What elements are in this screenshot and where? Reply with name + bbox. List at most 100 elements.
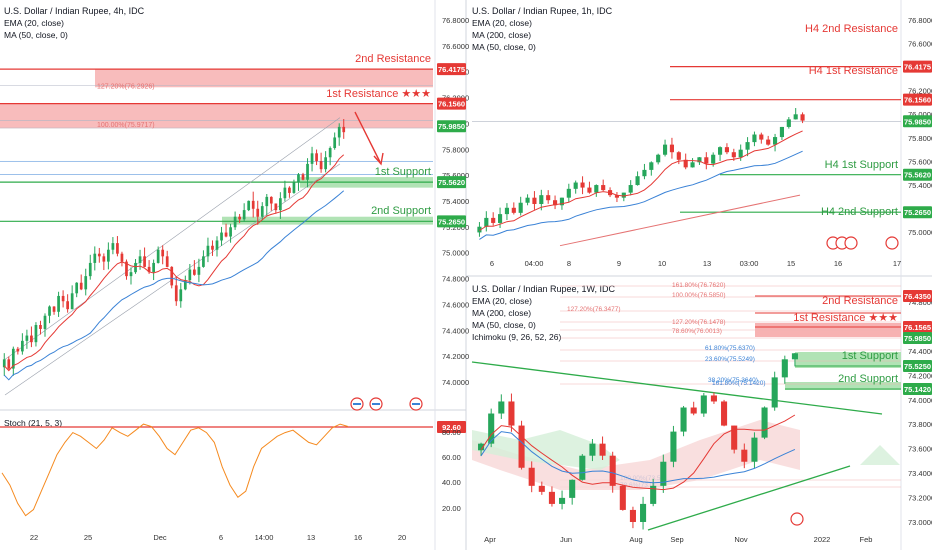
y-tick-label: 73.4000: [908, 469, 932, 478]
candle-body: [640, 503, 647, 522]
ema-line: [479, 130, 803, 231]
ma200-line: [559, 194, 801, 247]
flag-icon: [790, 512, 804, 526]
price-tag: [903, 290, 932, 302]
candle-body: [310, 153, 314, 164]
y-tick-label: 76.8000: [908, 16, 932, 25]
y-tick-label: 74.0000: [442, 378, 469, 387]
candle-body: [242, 210, 246, 220]
candle-body: [116, 243, 119, 254]
candle-body: [138, 256, 142, 263]
trend-line: [647, 465, 851, 531]
candle-body: [229, 227, 232, 237]
legend-item: U.S. Dollar / Indian Rupee, 1h, IDC: [472, 6, 613, 16]
candle-body: [718, 147, 723, 155]
candle-body: [771, 377, 778, 408]
x-tick-label: Nov: [734, 535, 748, 544]
candle-body: [761, 407, 768, 438]
candle-body: [741, 449, 748, 462]
candle-body: [333, 137, 337, 149]
candle-body: [21, 340, 24, 352]
y-tick-label: 74.8000: [908, 298, 932, 307]
y-tick-label: 74.6000: [442, 300, 469, 309]
candle-body: [43, 315, 47, 329]
fib-label: 100.00%(75.9717): [97, 122, 155, 129]
price-tag-label: 75.9850: [904, 117, 931, 126]
candle-body: [233, 216, 237, 228]
candle-body: [690, 162, 695, 168]
w1-chart[interactable]: U.S. Dollar / Indian Rupee, 1W, IDC EMA (…: [471, 282, 932, 544]
candle-body: [711, 154, 716, 164]
legend-item: MA (50, close, 0): [4, 30, 68, 40]
candle-body: [710, 395, 717, 402]
x-tick-label: 03:00: [740, 259, 759, 268]
candle-body: [107, 249, 110, 262]
price-tag: [437, 63, 466, 76]
legend-item: Stoch (21, 5, 3): [4, 418, 62, 428]
legend-item: U.S. Dollar / Indian Rupee, 1W, IDC: [472, 284, 616, 294]
candle-body: [621, 192, 626, 198]
forecast-arrow: [354, 111, 381, 163]
candle-body: [587, 187, 592, 193]
candle-body: [197, 266, 201, 275]
candle-body: [202, 256, 205, 267]
x-tick-label: 25: [84, 533, 92, 542]
y-tick-label: 75.6000: [442, 171, 469, 180]
ma-line: [3, 190, 345, 381]
candle-body: [532, 197, 537, 204]
candle-body: [538, 485, 545, 492]
candle-body: [102, 256, 106, 262]
candle-body: [680, 407, 687, 432]
candle-body: [147, 266, 151, 273]
ichimoku-cloud: [472, 420, 800, 490]
price-tag: [903, 168, 932, 181]
candle-body: [690, 407, 697, 414]
candle-body: [759, 134, 764, 140]
candle-body: [156, 249, 160, 263]
y-tick-label: 74.4000: [908, 347, 932, 356]
candle-body: [297, 174, 300, 183]
level-label: H4 1st Support: [825, 159, 898, 171]
candle-body: [143, 256, 146, 267]
price-tag: [903, 383, 932, 395]
candle-body: [546, 195, 551, 201]
candle-body: [30, 335, 33, 343]
forecast-arrow-head: [373, 152, 384, 166]
candle-body: [342, 126, 346, 133]
candle-body: [766, 139, 771, 145]
candle-body: [511, 207, 516, 213]
candle-body: [731, 152, 736, 158]
candle-body: [75, 282, 79, 294]
candle-body: [52, 306, 56, 312]
candle-body: [745, 142, 750, 150]
candle-body: [566, 188, 571, 198]
x-tick-label: 15: [787, 259, 795, 268]
candle-body: [656, 154, 661, 163]
price-tag-label: 75.2650: [438, 217, 465, 226]
candle-body: [721, 401, 728, 426]
y-tick-label: 76.6000: [442, 42, 469, 51]
candle-body: [306, 163, 309, 180]
h1-chart[interactable]: U.S. Dollar / Indian Rupee, 1h, IDC EMA (…: [472, 6, 932, 268]
candle-body: [491, 217, 496, 223]
x-tick-label: Sep: [670, 535, 683, 544]
candle-body: [170, 266, 174, 286]
candle-body: [183, 280, 187, 290]
price-tag-label: 92.60: [442, 423, 461, 432]
level-label: 2nd Support: [371, 205, 431, 217]
h4-chart[interactable]: U.S. Dollar / Indian Rupee, 4h, IDC EMA (…: [0, 6, 469, 411]
candle-body: [328, 148, 332, 158]
candle-body: [134, 262, 137, 273]
fib-label: 127.20%(76.1478): [672, 319, 726, 326]
price-tag: [903, 206, 932, 219]
candle-body: [125, 261, 128, 277]
fib-label: 78.60%(76.0013): [672, 328, 722, 335]
fib-label: 127.20%(76.3477): [567, 306, 621, 313]
price-tag-label: 76.4175: [438, 65, 465, 74]
flag-icon: [844, 236, 858, 250]
level-label: 2nd Resistance: [355, 53, 431, 65]
price-tag-label: 76.4350: [904, 292, 931, 301]
ma-line: [479, 150, 803, 240]
